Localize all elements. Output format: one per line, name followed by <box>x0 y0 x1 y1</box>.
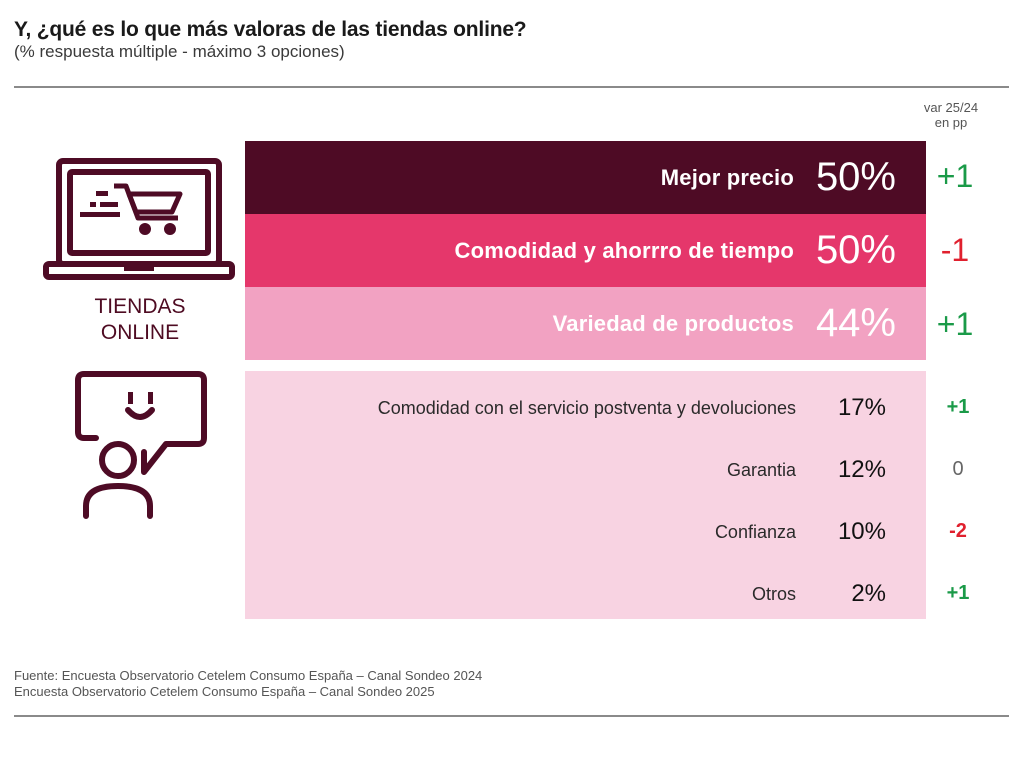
row-label: Confianza <box>714 521 796 542</box>
row-label: Otros <box>751 583 796 604</box>
row-value: 12% <box>837 456 886 483</box>
row-value: 10% <box>837 518 886 545</box>
table-row: Variedad de productos 44% <box>245 287 926 360</box>
row-value: 50% <box>815 155 896 199</box>
table-row: Otros 2% <box>752 580 886 608</box>
table-row: Comodidad con el servicio postventa y de… <box>378 394 886 422</box>
row-variation: -1 <box>940 232 970 268</box>
source-line1: Fuente: Encuesta Observatorio Cetelem Co… <box>14 668 483 683</box>
row-value: 44% <box>815 301 896 345</box>
row-variation: +1 <box>946 396 970 418</box>
row-variation: +1 <box>936 158 974 194</box>
category-label-line2: ONLINE <box>100 321 180 344</box>
table-row: Comodidad y ahorrro de tiempo 50% <box>245 214 926 287</box>
row-value: 2% <box>851 580 886 607</box>
category-label-line1: TIENDAS <box>94 295 186 318</box>
table-row: Mejor precio 50% <box>245 141 926 214</box>
bottom-divider <box>14 715 1009 717</box>
table-row: Confianza 10% <box>715 518 886 546</box>
row-value: 50% <box>815 228 896 272</box>
row-variation: -2 <box>949 520 967 542</box>
top-attributes: Mejor precio 50% Comodidad y ahorrro de … <box>245 141 926 360</box>
category-label: TIENDAS ONLINE <box>60 294 220 346</box>
row-label: Comodidad con el servicio postventa y de… <box>377 397 796 418</box>
table-row: Garantia 12% <box>727 456 886 484</box>
speech-bubble-person-icon <box>75 371 207 519</box>
other-attributes <box>245 371 926 619</box>
row-value: 17% <box>837 394 886 421</box>
variation-header-line1: var 25/24 <box>923 100 979 115</box>
source-note: Fuente: Encuesta Observatorio Cetelem Co… <box>14 668 482 700</box>
variation-header-line2: en pp <box>934 115 968 130</box>
row-label: Garantia <box>726 459 796 480</box>
row-label: Variedad de productos <box>552 310 794 336</box>
top-divider <box>14 86 1009 88</box>
row-variation: +1 <box>936 306 974 342</box>
page-subtitle: (% respuesta múltiple - máximo 3 opcione… <box>14 42 345 61</box>
row-label: Comodidad y ahorrro de tiempo <box>454 237 794 263</box>
source-line2: Encuesta Observatorio Cetelem Consumo Es… <box>14 684 435 699</box>
row-variation: 0 <box>952 458 964 480</box>
page-title: Y, ¿qué es lo que más valoras de las tie… <box>14 18 527 41</box>
variation-column-header: var 25/24 en pp <box>912 100 990 130</box>
laptop-shopping-cart-icon <box>43 158 235 280</box>
row-label: Mejor precio <box>660 164 794 190</box>
row-variation: +1 <box>946 582 970 604</box>
